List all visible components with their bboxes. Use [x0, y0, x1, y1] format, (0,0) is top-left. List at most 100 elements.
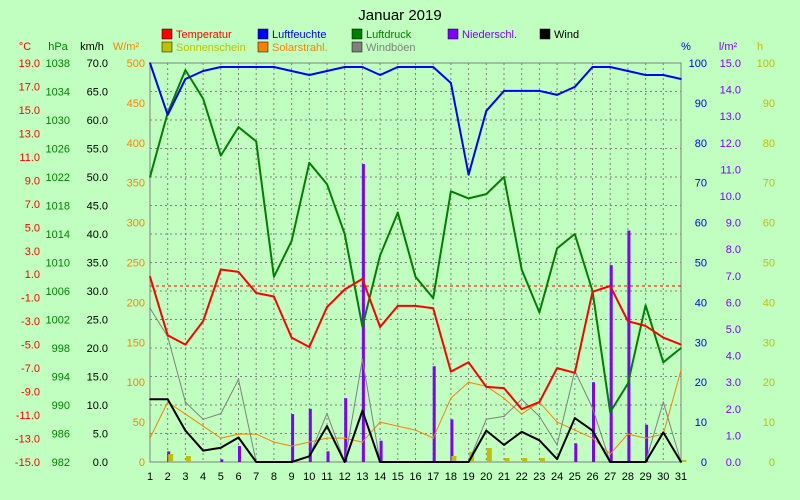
data-point-luftfeuchte: [467, 173, 470, 176]
pressure-tick-label: 982: [52, 457, 70, 469]
bar-niederschl: [432, 366, 436, 462]
solar-tick-label: 500: [127, 58, 145, 70]
data-point-wind: [662, 431, 665, 434]
data-point-luftdruck: [644, 304, 647, 307]
sunshine-tick-label: 10: [763, 417, 775, 429]
temperature-tick-label: -7.0: [21, 363, 40, 375]
temperature-tick-label: 11.0: [19, 152, 40, 164]
data-point-temperatur: [184, 343, 187, 346]
humidity-tick-label: 90: [695, 98, 707, 110]
bar-sonnenschein: [504, 458, 510, 462]
bar-niederschl: [592, 382, 595, 462]
bar-sonnenschein: [681, 460, 687, 462]
data-point-luftfeuchte: [290, 70, 293, 72]
temperature-tick-label: -11.0: [16, 410, 40, 422]
data-point-luftfeuchte: [166, 114, 169, 116]
x-tick-label: 7: [253, 471, 259, 483]
data-point-wind: [520, 430, 523, 433]
data-point-luftfeuchte: [202, 70, 204, 72]
data-point-solarstrahl: [644, 437, 647, 439]
data-point-luftdruck: [255, 140, 257, 143]
data-point-luftdruck: [343, 233, 346, 235]
wind-tick-label: 10.0: [87, 400, 108, 412]
data-point-wind: [255, 461, 257, 463]
data-point-luftfeuchte: [237, 66, 240, 68]
pressure-tick-label: 1022: [46, 172, 70, 184]
data-point-wind: [184, 429, 187, 432]
temperature-tick-label: 7.0: [25, 199, 40, 211]
data-point-solarstrahl: [343, 437, 346, 439]
data-point-luftfeuchte: [503, 90, 505, 92]
bar-sonnenschein: [185, 456, 191, 462]
data-point-temperatur: [273, 295, 275, 298]
temperature-tick-label: -3.0: [21, 316, 40, 328]
wind-tick-label: 60.0: [87, 115, 108, 127]
data-point-luftfeuchte: [326, 70, 328, 72]
data-point-windben: [237, 378, 240, 381]
data-point-luftfeuchte: [556, 94, 558, 96]
data-point-luftfeuchte: [220, 66, 222, 68]
data-point-temperatur: [662, 336, 665, 339]
humidity-tick-label: 20: [695, 377, 707, 389]
axes: °C19.017.015.013.011.09.07.05.03.01.0-1.…: [15, 41, 775, 483]
temperature-tick-label: 15.0: [19, 105, 40, 117]
x-tick-label: 28: [622, 471, 634, 483]
wind-tick-label: 0.0: [93, 457, 108, 469]
x-tick-label: 5: [218, 471, 224, 483]
humidity-tick-label: 80: [695, 138, 707, 150]
data-point-temperatur: [343, 288, 346, 291]
precipitation-tick-label: 3.0: [726, 377, 741, 389]
sunshine-tick-label: 40: [763, 297, 775, 309]
data-point-luftdruck: [414, 275, 417, 278]
data-point-luftfeuchte: [308, 74, 311, 76]
data-point-wind: [202, 449, 204, 452]
data-point-wind: [308, 455, 311, 458]
data-point-luftdruck: [450, 190, 452, 193]
data-point-luftdruck: [273, 275, 275, 278]
data-point-wind: [432, 461, 435, 463]
bar-sonnenschein: [451, 456, 457, 462]
wind-tick-label: 5.0: [93, 429, 108, 441]
data-point-luftdruck: [503, 176, 505, 178]
precipitation-tick-label: 13.0: [720, 111, 741, 123]
pressure-unit-label: hPa: [48, 41, 68, 53]
data-point-wind: [166, 398, 169, 401]
bar-sonnenschein: [539, 458, 545, 462]
x-tick-label: 25: [569, 471, 581, 483]
data-point-solarstrahl: [220, 437, 222, 439]
x-tick-label: 4: [200, 471, 206, 483]
temperature-tick-label: -1.0: [21, 293, 40, 305]
sunshine-unit-label: h: [757, 41, 763, 53]
precipitation-tick-label: 8.0: [726, 244, 741, 256]
wind-tick-label: 35.0: [87, 258, 108, 270]
wind-tick-label: 30.0: [87, 286, 108, 298]
bar-niederschl: [344, 398, 348, 462]
pressure-tick-label: 1026: [46, 144, 70, 156]
x-tick-label: 21: [498, 471, 510, 483]
data-point-windben: [591, 407, 594, 409]
precipitation-tick-label: 9.0: [726, 218, 741, 230]
pressure-tick-label: 1018: [46, 201, 70, 213]
humidity-tick-label: 60: [695, 218, 707, 230]
data-point-windben: [220, 412, 222, 415]
sunshine-tick-label: 100: [757, 58, 775, 70]
data-point-wind: [273, 461, 275, 463]
data-point-wind: [485, 429, 488, 432]
data-point-temperatur: [290, 336, 293, 339]
legend-swatch: [539, 28, 551, 40]
data-point-luftdruck: [184, 69, 187, 71]
x-tick-label: 31: [675, 471, 687, 483]
humidity-unit-label: %: [681, 41, 691, 53]
solar-tick-label: 0: [139, 457, 145, 469]
x-tick-label: 23: [533, 471, 545, 483]
precipitation-tick-label: 12.0: [720, 138, 741, 150]
pressure-tick-label: 1006: [46, 286, 70, 298]
data-point-solarstrahl: [574, 429, 576, 431]
data-point-luftfeuchte: [574, 86, 576, 88]
data-point-luftdruck: [609, 411, 611, 413]
sunshine-tick-label: 0: [769, 457, 775, 469]
pressure-tick-label: 994: [52, 372, 70, 384]
data-point-solarstrahl: [308, 441, 311, 443]
data-point-temperatur: [379, 326, 381, 328]
